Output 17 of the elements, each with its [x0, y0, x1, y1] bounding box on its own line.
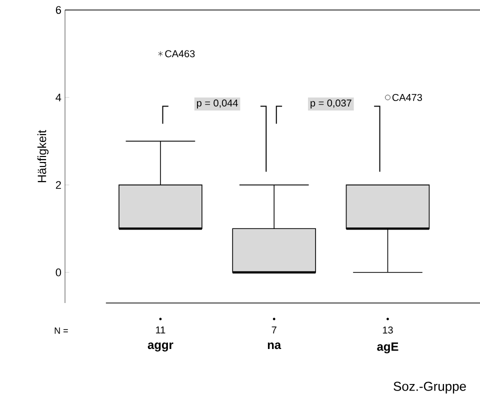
y-axis-title: Häufigkeit — [37, 130, 49, 182]
text: 13 — [382, 326, 393, 334]
y-tick-label: 6 — [56, 6, 61, 14]
annotation: p = 0,037 — [310, 100, 352, 109]
text: 7 — [272, 326, 276, 334]
x-axis-title: Soz.-Gruppe — [394, 382, 466, 394]
y-tick-label: 4 — [56, 94, 62, 102]
text: 11 — [156, 326, 166, 334]
text: N = — [54, 328, 68, 334]
x-tick-label: aggr — [148, 342, 174, 352]
annotation: CA463 — [165, 50, 195, 58]
y-tick-label: 2 — [56, 181, 61, 189]
x-tick-label: agE — [377, 342, 398, 354]
annotation: CA473 — [392, 94, 422, 101]
annotation: p = 0,044 — [197, 100, 238, 109]
y-tick-label: 0 — [56, 268, 62, 276]
x-tick-label: na — [268, 342, 282, 350]
